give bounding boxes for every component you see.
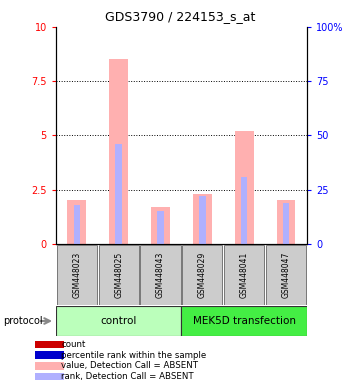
Bar — [57, 245, 97, 305]
Bar — [35, 373, 64, 381]
Bar — [74, 205, 80, 244]
Bar — [283, 203, 289, 244]
Bar — [115, 144, 122, 244]
Text: GSM448043: GSM448043 — [156, 252, 165, 298]
Text: rank, Detection Call = ABSENT: rank, Detection Call = ABSENT — [61, 372, 194, 381]
Text: count: count — [61, 339, 86, 349]
Bar — [157, 211, 164, 244]
Bar — [56, 306, 181, 336]
Text: GSM448023: GSM448023 — [72, 252, 81, 298]
Bar — [35, 351, 64, 359]
Text: GSM448041: GSM448041 — [240, 252, 249, 298]
Bar — [35, 341, 64, 348]
Bar — [277, 200, 295, 244]
Text: GSM448047: GSM448047 — [282, 252, 291, 298]
Text: percentile rank within the sample: percentile rank within the sample — [61, 351, 206, 359]
Bar — [68, 200, 86, 244]
Bar — [109, 60, 128, 244]
Bar — [99, 245, 139, 305]
Bar — [151, 207, 170, 244]
Bar — [266, 245, 306, 305]
Text: value, Detection Call = ABSENT: value, Detection Call = ABSENT — [61, 361, 199, 371]
Text: GDS3790 / 224153_s_at: GDS3790 / 224153_s_at — [105, 10, 256, 23]
Bar — [140, 245, 180, 305]
Bar — [182, 245, 222, 305]
Text: GSM448029: GSM448029 — [198, 252, 207, 298]
Bar — [224, 245, 264, 305]
Text: protocol: protocol — [4, 316, 43, 326]
Bar — [241, 177, 248, 244]
Bar — [35, 362, 64, 369]
Text: control: control — [100, 316, 137, 326]
Bar — [181, 306, 307, 336]
Bar — [235, 131, 253, 244]
Text: GSM448025: GSM448025 — [114, 252, 123, 298]
Bar — [199, 196, 206, 244]
Bar — [193, 194, 212, 244]
Text: MEK5D transfection: MEK5D transfection — [193, 316, 296, 326]
